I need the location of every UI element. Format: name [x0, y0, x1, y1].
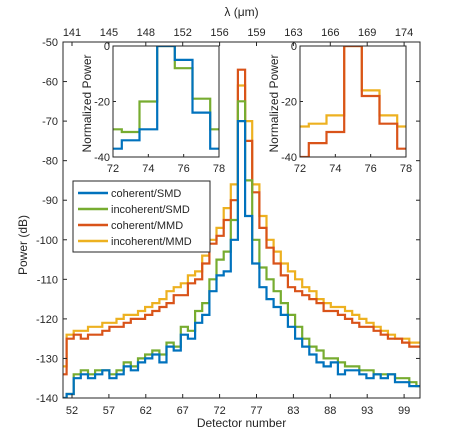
inset-x-tick-label: 78: [213, 163, 225, 175]
inset-y-axis-label: Normalized Power: [267, 54, 281, 152]
x-tick-label: 52: [66, 405, 78, 417]
main-plot: 52 57 62 67 72 77 83 88 93 99 141 145 148 152 156 159 16…: [16, 5, 421, 430]
inset-y-tick-label: 0: [104, 41, 110, 53]
inset-x-tick-label: 78: [400, 163, 412, 175]
inset-series-incoherent_smd: [113, 46, 219, 134]
x-tick-label: 99: [398, 405, 410, 417]
legend-label: incoherent/MMD: [111, 236, 192, 248]
y-tick-label: -70: [42, 116, 58, 128]
y-axis-label: Power (dB): [16, 215, 30, 275]
x-tick-label: 67: [177, 405, 189, 417]
x-tick-label: 57: [103, 405, 115, 417]
y-tick-label: -130: [36, 353, 58, 365]
series-line-coherent_smd: [63, 120, 420, 398]
x-tick-label: 62: [140, 405, 152, 417]
inset-x-tick-label: 72: [107, 163, 119, 175]
inset-y-tick-label: -40: [281, 152, 297, 164]
inset-series-coherent_mmd: [300, 46, 406, 157]
top-tick-label: 156: [210, 27, 228, 39]
top-tick-label: 159: [247, 27, 265, 39]
inset-y-tick-label: 0: [291, 41, 297, 53]
inset-x-tick-label: 72: [294, 163, 306, 175]
y-tick-label: -50: [42, 37, 58, 49]
y-tick-label: -110: [37, 274, 58, 286]
y-tick-label: -120: [36, 314, 58, 326]
x-tick-label: 88: [324, 405, 336, 417]
inset-y-tick-label: -40: [94, 152, 110, 164]
top-tick-label: 174: [395, 27, 413, 39]
inset-y-axis-label: Normalized Power: [80, 54, 94, 152]
main-axes-box: [62, 41, 421, 399]
top-tick-label: 148: [137, 27, 155, 39]
y-tick-label: -140: [36, 393, 58, 405]
inset-x-tick-label: 74: [329, 163, 341, 175]
legend-label: coherent/MMD: [111, 220, 183, 232]
inset-x-tick-label: 76: [178, 163, 190, 175]
top-tick-label: 166: [321, 27, 339, 39]
inset-x-tick-label: 74: [142, 163, 154, 175]
inset-y-tick-label: -20: [94, 97, 110, 109]
x-tick-label: 77: [250, 405, 262, 417]
y-tick-label: -90: [42, 195, 58, 207]
inset-bg: [113, 46, 219, 157]
x-axis-label: Detector number: [197, 416, 286, 430]
top-tick-label: 141: [63, 27, 81, 39]
inset-bg: [300, 46, 406, 157]
inset-series-coherent_smd: [113, 46, 219, 150]
y-tick-label: -100: [36, 235, 58, 247]
y-tick-label: -80: [42, 156, 58, 168]
inset-x-tick-label: 76: [365, 163, 377, 175]
legend-label: incoherent/SMD: [111, 204, 190, 216]
legend-label: coherent/SMD: [111, 188, 181, 200]
x-tick-label: 72: [213, 405, 225, 417]
top-tick-label: 145: [100, 27, 118, 39]
x-tick-label: 93: [361, 405, 373, 417]
top-tick-label: 163: [284, 27, 302, 39]
inset-y-tick-label: -20: [281, 97, 297, 109]
y-tick-label: -60: [42, 77, 58, 89]
inset-series-incoherent_mmd: [300, 46, 406, 128]
x-tick-label: 83: [287, 405, 299, 417]
legend: coherent/SMD incoherent/SMD coherent/MMD in…: [72, 180, 211, 253]
top-tick-label: 169: [358, 27, 376, 39]
top-axis-label: λ (μm): [224, 5, 258, 19]
series-line-coherent_mmd: [63, 68, 420, 376]
series-line-incoherent_smd: [63, 100, 420, 398]
top-tick-label: 152: [174, 27, 192, 39]
